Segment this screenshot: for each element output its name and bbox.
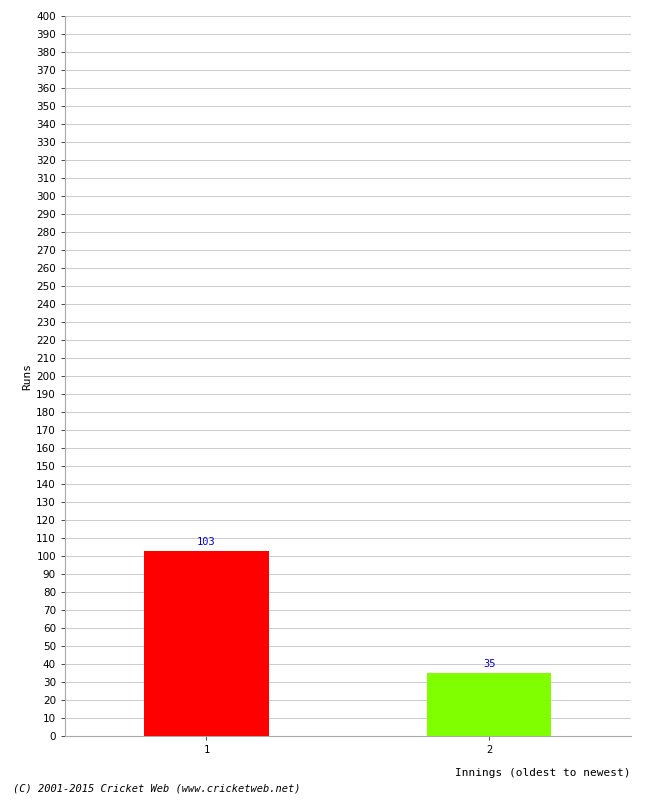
Text: 103: 103 (197, 537, 216, 547)
X-axis label: Innings (oldest to newest): Innings (oldest to newest) (455, 768, 630, 778)
Text: 35: 35 (483, 659, 495, 670)
Bar (427, 673, 551, 736)
Bar (144, 550, 268, 736)
Y-axis label: Runs: Runs (22, 362, 32, 390)
Text: (C) 2001-2015 Cricket Web (www.cricketweb.net): (C) 2001-2015 Cricket Web (www.cricketwe… (13, 784, 300, 794)
